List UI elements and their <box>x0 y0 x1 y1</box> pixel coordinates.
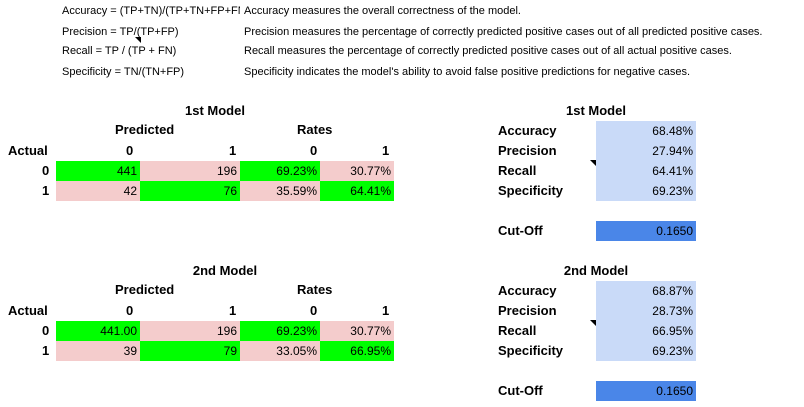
m2-recall-label: Recall <box>498 323 537 338</box>
m1-cutoff-value[interactable]: 0.1650 <box>596 221 696 241</box>
m1-cell-actual0-pred1[interactable]: 196 <box>140 161 240 181</box>
pred-col-0-header-2: 0 <box>126 303 134 318</box>
actual-row-1-label: 1 <box>42 183 50 198</box>
m2-cell-actual0-pred0[interactable]: 441.00 <box>56 321 140 341</box>
m1-cell-actual1-rate0[interactable]: 35.59% <box>240 181 320 201</box>
predicted-header: Predicted <box>115 122 175 137</box>
actual-row-0-label-2: 0 <box>42 323 50 338</box>
precision-description[interactable]: Precision measures the percentage of cor… <box>244 26 763 38</box>
model-1-title: 1st Model <box>185 103 245 118</box>
m1-accuracy-value[interactable]: 68.48% <box>596 121 696 141</box>
m1-cell-actual1-pred0[interactable]: 42 <box>56 181 140 201</box>
rate-col-1-header: 1 <box>382 143 390 158</box>
m2-cutoff-label: Cut-Off <box>498 383 543 398</box>
m1-cell-actual0-pred0[interactable]: 441 <box>56 161 140 181</box>
m1-recall-label: Recall <box>498 163 537 178</box>
m2-comment-indicator-icon[interactable] <box>590 320 596 326</box>
recall-formula[interactable]: Recall = TP / (TP + FN) <box>62 45 177 57</box>
m2-cell-actual1-pred0[interactable]: 39 <box>56 341 140 361</box>
pred-col-1-header: 1 <box>229 143 237 158</box>
specificity-description[interactable]: Specificity indicates the model's abilit… <box>244 66 690 78</box>
m1-cutoff-label: Cut-Off <box>498 223 543 238</box>
m2-cell-actual0-rate0[interactable]: 69.23% <box>240 321 320 341</box>
precision-formula[interactable]: Precision = TP/(TP+FP) <box>62 26 179 38</box>
m1-accuracy-label: Accuracy <box>498 123 557 138</box>
model-1-stats-title: 1st Model <box>566 103 626 118</box>
m2-precision-label: Precision <box>498 303 557 318</box>
rates-header: Rates <box>297 122 333 137</box>
m1-cell-actual0-rate0[interactable]: 69.23% <box>240 161 320 181</box>
m2-specificity-label: Specificity <box>498 343 564 358</box>
m2-accuracy-value[interactable]: 68.87% <box>596 281 696 301</box>
m2-cutoff-value[interactable]: 0.1650 <box>596 381 696 401</box>
comment-indicator-icon[interactable] <box>135 37 141 43</box>
specificity-formula[interactable]: Specificity = TN/(TN+FP) <box>62 66 185 78</box>
m1-comment-indicator-icon[interactable] <box>590 160 596 166</box>
actual-row-1-label-2: 1 <box>42 343 50 358</box>
rate-col-0-header-2: 0 <box>310 303 318 318</box>
pred-col-1-header-2: 1 <box>229 303 237 318</box>
pred-col-0-header: 0 <box>126 143 134 158</box>
m1-specificity-value[interactable]: 69.23% <box>596 181 696 201</box>
m1-precision-value[interactable]: 27.94% <box>596 141 696 161</box>
recall-description[interactable]: Recall measures the percentage of correc… <box>244 45 732 57</box>
m2-recall-value[interactable]: 66.95% <box>596 321 696 341</box>
m2-cell-actual0-pred1[interactable]: 196 <box>140 321 240 341</box>
accuracy-description[interactable]: Accuracy measures the overall correctnes… <box>244 5 521 17</box>
m2-cell-actual0-rate1[interactable]: 30.77% <box>320 321 394 341</box>
rate-col-0-header: 0 <box>310 143 318 158</box>
actual-header-2: Actual <box>8 303 48 318</box>
rates-header-2: Rates <box>297 282 333 297</box>
actual-row-0-label: 0 <box>42 163 50 178</box>
m1-precision-label: Precision <box>498 143 557 158</box>
accuracy-formula[interactable]: Accuracy = (TP+TN)/(TP+TN+FP+FN) <box>62 5 240 17</box>
m1-specificity-label: Specificity <box>498 183 564 198</box>
m1-recall-value[interactable]: 64.41% <box>596 161 696 181</box>
m2-cell-actual1-rate0[interactable]: 33.05% <box>240 341 320 361</box>
rate-col-1-header-2: 1 <box>382 303 390 318</box>
m2-specificity-value[interactable]: 69.23% <box>596 341 696 361</box>
model-2-stats-title: 2nd Model <box>563 263 629 278</box>
m2-cell-actual1-rate1[interactable]: 66.95% <box>320 341 394 361</box>
m1-cell-actual1-rate1[interactable]: 64.41% <box>320 181 394 201</box>
m1-cell-actual0-rate1[interactable]: 30.77% <box>320 161 394 181</box>
predicted-header-2: Predicted <box>115 282 175 297</box>
actual-header: Actual <box>8 143 48 158</box>
m2-accuracy-label: Accuracy <box>498 283 557 298</box>
m1-cell-actual1-pred1[interactable]: 76 <box>140 181 240 201</box>
model-2-title: 2nd Model <box>192 263 258 278</box>
m2-cell-actual1-pred1[interactable]: 79 <box>140 341 240 361</box>
m2-precision-value[interactable]: 28.73% <box>596 301 696 321</box>
